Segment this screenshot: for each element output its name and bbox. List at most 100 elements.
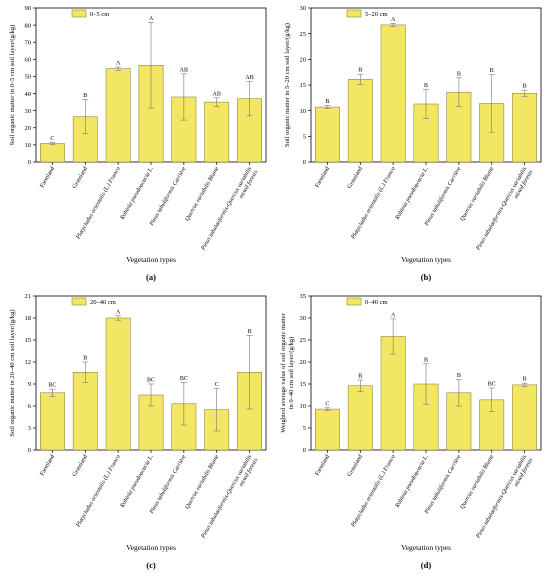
y-tick-label: 30 [25,108,32,115]
significance-label: B [424,357,428,363]
category-label: Grassland [347,166,364,190]
y-tick-label: 30 [300,5,307,12]
y-axis-label: Soil organic matter in 20–40 cm soil lay… [9,309,16,436]
significance-label: B [83,356,87,362]
bar [105,68,131,163]
legend-label: 0–5 cm [90,11,109,18]
y-tick-label: 20 [25,125,32,132]
y-tick-label: 3 [28,425,31,432]
significance-label: AB [180,67,188,73]
category-label: Farmland [39,166,56,189]
bar [72,372,98,451]
significance-label: AB [245,75,253,81]
y-tick-label: 18 [25,315,32,322]
category-label: Grassland [347,454,364,478]
significance-label: BC [180,376,188,382]
bar [40,392,65,451]
y-tick-label: 15 [300,82,307,89]
significance-label: B [490,68,494,74]
legend-label: 5–20 cm [365,11,388,18]
bar [347,79,373,163]
y-tick-label: 10 [25,142,32,149]
x-axis-label: Vegetation types [126,543,176,552]
y-tick-label: 35 [300,293,307,300]
legend-label: 0–40 cm [365,299,388,306]
bar [380,24,406,163]
significance-label: B [358,68,362,74]
significance-label: B [358,374,362,380]
category-label: Quercus variabilis Blume [460,166,496,222]
significance-label: B [457,373,461,379]
y-axis-label: Soil organic matter in 5–20 cm soil laye… [284,23,291,147]
significance-label: A [391,17,396,23]
y-tick-label: 10 [300,108,307,115]
y-tick-label: 10 [300,403,307,410]
y-tick-label: 70 [25,39,32,46]
bar [347,385,373,451]
significance-label: C [215,382,219,388]
y-tick-label: 9 [28,381,31,388]
significance-label: BC [147,378,155,384]
y-tick-label: 15 [25,337,32,344]
y-tick-label: 25 [300,31,307,38]
x-axis-label: Vegetation types [401,255,451,264]
y-tick-label: 50 [25,74,32,81]
bar [315,106,340,163]
y-tick-label: 12 [25,359,32,366]
y-tick-label: 20 [300,359,307,366]
significance-label: B [523,377,527,383]
bar [512,384,537,451]
chart-panel-4: 0 5 10 15 20 25 30 35 Weighted average value of … [280,293,542,570]
bar [105,317,131,451]
category-label: Quercus variabilis Blume [185,454,221,510]
panel-label: (b) [421,272,432,282]
category-label: Grassland [72,166,89,190]
significance-label: A [116,309,121,315]
y-tick-label: 60 [25,57,32,64]
category-label: Pinus tabuliformis Carrière [148,453,188,515]
legend-swatch [71,297,87,306]
legend-swatch [346,297,362,306]
y-tick-label: 5 [303,425,306,432]
chart-panel-3: 0 3 6 9 12 15 18 21 Soil organic matter in 20–40… [9,293,267,570]
category-label: Robinia pseudoacacia L. [119,166,155,222]
bar [237,372,262,451]
category-label: Robinia pseudoacacia L. [119,454,155,510]
y-tick-label: 0 [303,159,306,166]
y-axis-label: Weighted average value of soil organic m… [280,312,295,432]
significance-label: AB [213,91,221,97]
y-tick-label: 0 [28,447,31,454]
significance-label: B [457,71,461,77]
x-axis-label: Vegetation types [401,543,451,552]
significance-label: A [116,61,121,67]
category-label: Pinus tabuliformis Carrière [423,453,463,515]
category-label: Farmland [314,166,331,189]
y-tick-label: 90 [25,5,32,12]
y-tick-label: 21 [25,293,32,300]
significance-label: A [391,312,396,318]
category-label: Pinus tabuliformis Carrière [148,165,188,227]
panel-label: (a) [146,272,156,282]
category-label: Farmland [39,454,56,477]
significance-label: A [149,16,154,22]
category-label: Grassland [72,454,89,478]
y-tick-label: 5 [303,134,306,141]
legend-swatch [346,9,362,18]
category-label: Robinia pseudoacacia L. [394,454,430,510]
category-label: Quercus variabilis Blume [460,454,496,510]
significance-label: BC [488,381,496,387]
bar [204,101,230,163]
bar [512,92,537,163]
bar [315,408,340,451]
category-label: Robinia pseudoacacia L. [394,166,430,222]
significance-label: C [325,401,329,407]
chart-panel-1: 0 10 20 30 40 50 60 70 80 90 Soil organic matter i… [9,5,267,282]
panel-label: (d) [421,560,432,570]
y-tick-label: 15 [300,381,307,388]
significance-label: B [424,83,428,89]
significance-label: B [248,329,252,335]
category-label: Pinus tabuliformis Carrière [423,165,463,227]
category-label: Quercus variabilis Blume [185,166,221,222]
significance-label: B [523,84,527,90]
significance-label: BC [48,383,56,389]
